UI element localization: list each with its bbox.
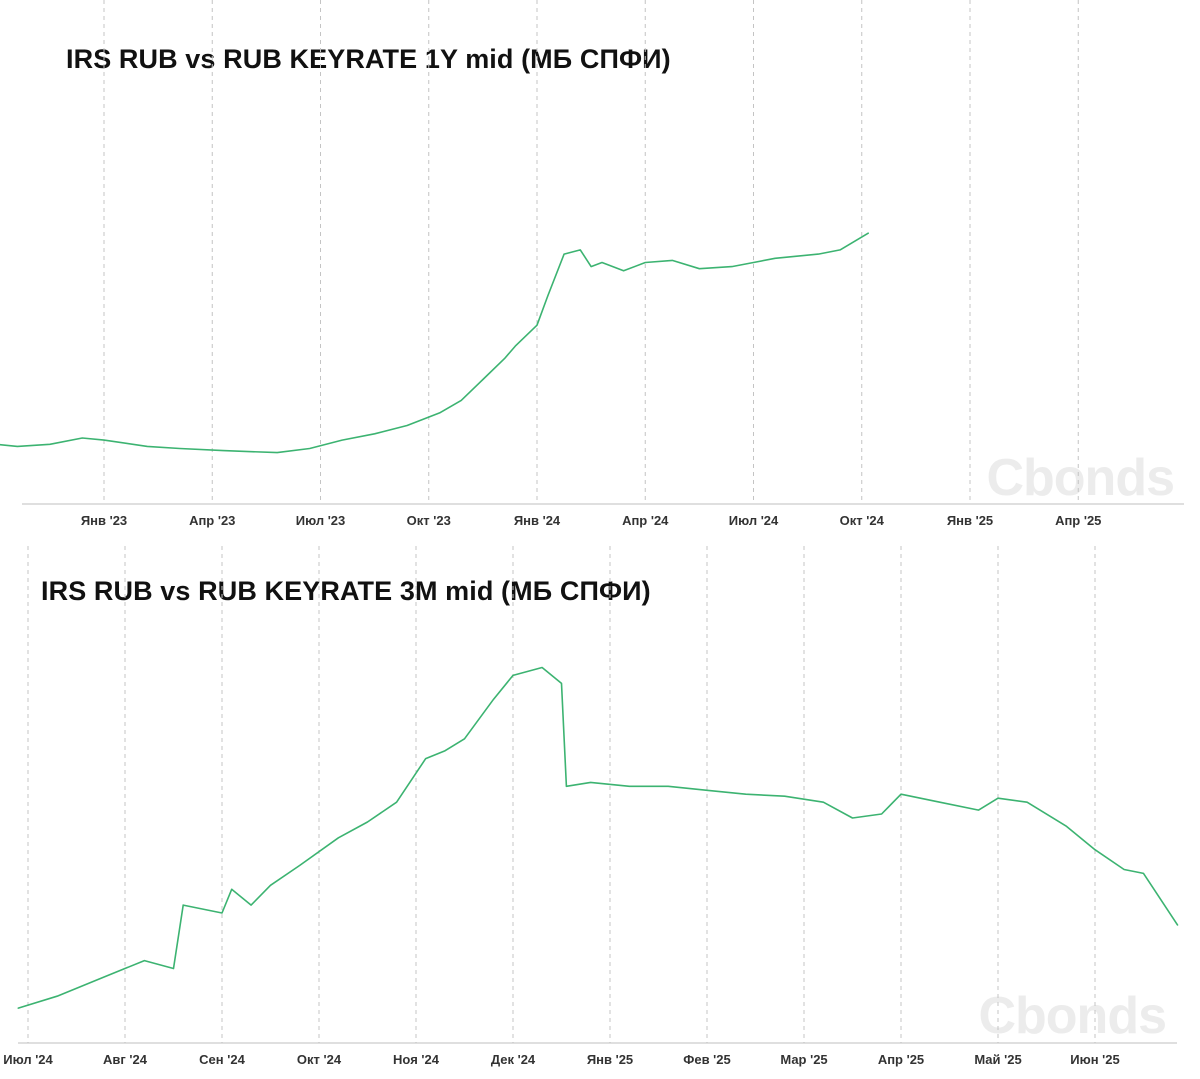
x-tick-label: Апр '23 [189, 513, 235, 528]
watermark-logo: Cbonds [986, 449, 1175, 507]
x-tick-label: Апр '25 [1055, 513, 1101, 528]
x-tick-label: Мар '25 [780, 1052, 827, 1067]
chart-title: IRS RUB vs RUB KEYRATE 1Y mid (МБ СПФИ) [66, 44, 671, 74]
chart-panel-3m: IRS RUB vs RUB KEYRATE 3M mid (МБ СПФИ) … [0, 540, 1200, 1079]
series-line [0, 232, 870, 454]
x-tick-label: Ноя '24 [393, 1052, 440, 1067]
x-tick-label: Окт '23 [407, 513, 451, 528]
x-tick-label: Янв '25 [947, 513, 993, 528]
x-tick-label: Янв '25 [587, 1052, 633, 1067]
grid-lines [27, 546, 1096, 1043]
x-tick-label: Авг '24 [103, 1052, 148, 1067]
line-chart-3m: Июл '24 Авг '24 Сен '24 Окт '24 Ноя '24 Дек '… [3, 546, 1179, 1067]
x-tick-label: Янв '24 [514, 513, 561, 528]
x-tick-label: Июл '24 [3, 1052, 53, 1067]
grid-lines [103, 0, 1079, 504]
x-axis-ticks: Янв '23 Апр '23 Июл '23 Окт '23 Янв '24 Апр '… [81, 513, 1102, 528]
x-tick-label: Окт '24 [297, 1052, 342, 1067]
x-tick-label: Июн '25 [1070, 1052, 1119, 1067]
x-tick-label: Июл '23 [296, 513, 346, 528]
x-tick-label: Дек '24 [491, 1052, 536, 1067]
x-tick-label: Сен '24 [199, 1052, 245, 1067]
x-tick-label: Янв '23 [81, 513, 127, 528]
x-tick-label: Май '25 [974, 1052, 1021, 1067]
x-axis-ticks: Июл '24 Авг '24 Сен '24 Окт '24 Ноя '24 Дек '… [3, 1052, 1120, 1067]
x-tick-label: Окт '24 [840, 513, 885, 528]
chart-panel-1y: IRS RUB vs RUB KEYRATE 1Y mid (МБ СПФИ) … [0, 0, 1184, 528]
x-tick-label: Апр '25 [878, 1052, 924, 1067]
series-line [17, 666, 1179, 1009]
line-chart-1y: Янв '23 Апр '23 Июл '23 Окт '23 Янв '24 Апр '… [0, 0, 1184, 528]
watermark-logo: Cbonds [978, 987, 1167, 1045]
chart-title: IRS RUB vs RUB KEYRATE 3M mid (МБ СПФИ) [41, 576, 651, 606]
x-tick-label: Апр '24 [622, 513, 669, 528]
x-tick-label: Июл '24 [729, 513, 779, 528]
x-tick-label: Фев '25 [683, 1052, 730, 1067]
